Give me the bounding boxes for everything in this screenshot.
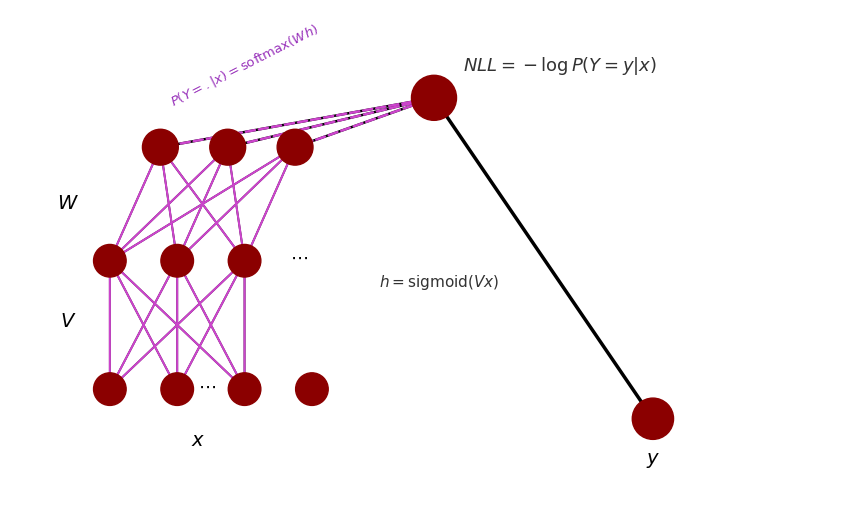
- Circle shape: [161, 244, 194, 277]
- Text: $x$: $x$: [191, 432, 206, 450]
- Circle shape: [228, 244, 261, 277]
- Circle shape: [277, 129, 313, 165]
- Text: $NLL = -\log P(Y=y|x)$: $NLL = -\log P(Y=y|x)$: [464, 55, 657, 77]
- Circle shape: [296, 373, 328, 405]
- Text: $P(Y=.|x) = \mathrm{softmax}(Wh)$: $P(Y=.|x) = \mathrm{softmax}(Wh)$: [168, 21, 321, 110]
- Text: $y$: $y$: [646, 451, 660, 470]
- Text: $h = \mathrm{sigmoid}(Vx)$: $h = \mathrm{sigmoid}(Vx)$: [379, 273, 500, 293]
- Text: $V$: $V$: [60, 314, 76, 331]
- Text: $\cdots$: $\cdots$: [290, 249, 308, 267]
- Circle shape: [94, 244, 126, 277]
- Circle shape: [142, 129, 178, 165]
- Circle shape: [632, 398, 674, 439]
- Circle shape: [411, 75, 457, 120]
- Circle shape: [161, 373, 194, 405]
- Text: $W$: $W$: [56, 195, 79, 213]
- Circle shape: [94, 373, 126, 405]
- Circle shape: [210, 129, 246, 165]
- Circle shape: [228, 373, 261, 405]
- Text: $\cdots$: $\cdots$: [198, 378, 215, 395]
